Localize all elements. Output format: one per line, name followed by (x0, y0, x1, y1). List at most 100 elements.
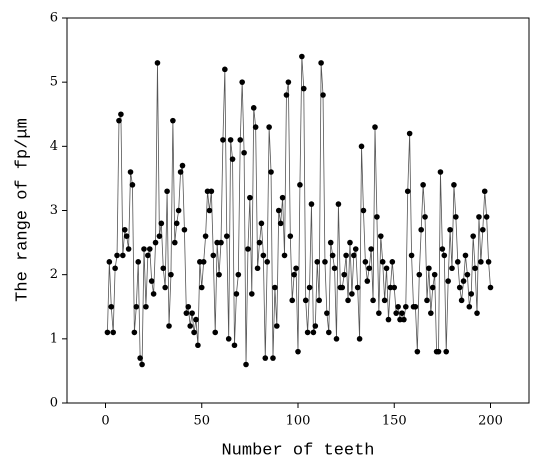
data-point (351, 252, 357, 259)
y-tick-label: 5 (50, 75, 58, 90)
data-point (129, 182, 136, 188)
data-point (152, 239, 159, 246)
data-point (480, 226, 486, 233)
y-tick-label: 1 (50, 331, 58, 346)
data-point (274, 323, 280, 329)
data-point (231, 342, 238, 349)
data-point (366, 265, 373, 272)
data-point (154, 60, 161, 66)
data-point (472, 265, 478, 272)
data-point (447, 226, 453, 233)
data-point (198, 284, 205, 291)
data-point (170, 117, 176, 124)
data-point (250, 105, 257, 111)
data-point (220, 137, 226, 143)
data-point (356, 336, 363, 342)
data-point (191, 329, 197, 336)
data-point (270, 355, 276, 361)
data-point (395, 303, 401, 310)
data-point (223, 233, 230, 239)
data-point (229, 156, 236, 162)
data-line (107, 56, 491, 365)
data-point (108, 303, 115, 310)
x-axis-label: Number of teeth (221, 441, 374, 460)
data-point (252, 124, 259, 130)
data-point (233, 291, 240, 297)
data-point (343, 252, 349, 259)
data-point (387, 284, 394, 291)
data-point (347, 239, 353, 246)
data-point (118, 111, 124, 118)
x-tick-label: 50 (193, 414, 210, 429)
data-point (445, 278, 451, 284)
data-point (216, 271, 222, 278)
data-point (478, 259, 484, 265)
data-point (374, 214, 380, 220)
data-point (166, 323, 172, 329)
data-point (260, 252, 267, 259)
data-point (112, 265, 118, 272)
data-point (187, 323, 193, 329)
data-point (339, 284, 346, 291)
data-point (404, 188, 411, 195)
data-point (123, 233, 130, 239)
data-point (285, 79, 292, 85)
data-point (114, 252, 120, 259)
data-point (377, 233, 384, 239)
data-point (335, 201, 342, 207)
data-point (391, 284, 398, 291)
data-point (306, 284, 313, 291)
data-point (162, 284, 168, 291)
data-point (287, 233, 294, 239)
data-point (397, 316, 403, 323)
data-point (414, 348, 421, 355)
data-point (426, 265, 432, 272)
data-point (418, 226, 425, 233)
data-point (150, 291, 157, 297)
data-point (120, 252, 126, 259)
data-point (451, 182, 457, 188)
x-tick-label: 100 (286, 414, 311, 429)
data-point (393, 310, 399, 316)
data-point (110, 329, 116, 336)
data-point (422, 214, 428, 220)
data-point (200, 259, 207, 265)
data-point (401, 316, 407, 323)
data-point (175, 207, 182, 214)
data-point (225, 336, 232, 342)
data-point (164, 188, 170, 195)
data-point (456, 284, 463, 291)
data-point (181, 226, 188, 233)
data-point (206, 207, 213, 214)
data-point (429, 284, 436, 291)
data-point (264, 259, 271, 265)
data-point (241, 149, 247, 156)
data-point (470, 233, 476, 239)
data-point (141, 246, 147, 252)
data-point (293, 265, 299, 272)
data-point (304, 329, 311, 336)
data-point (189, 310, 195, 316)
data-point (376, 310, 382, 316)
data-point (125, 246, 132, 252)
data-point (283, 92, 290, 98)
data-point (222, 66, 228, 73)
data-point (322, 259, 328, 265)
data-point (268, 169, 274, 175)
data-point (483, 214, 490, 220)
data-point (160, 265, 167, 272)
data-point (168, 271, 174, 278)
data-point (381, 297, 388, 304)
data-point (131, 329, 138, 336)
data-point (243, 361, 249, 368)
data-point (135, 259, 142, 265)
data-point (449, 265, 455, 272)
data-point (345, 297, 351, 304)
data-point (172, 239, 178, 246)
data-point (431, 271, 438, 278)
data-point (137, 355, 143, 361)
y-axis-label: The range of fp/μm (13, 118, 32, 302)
data-point (383, 265, 390, 272)
data-point (281, 252, 288, 259)
data-point (148, 278, 155, 284)
